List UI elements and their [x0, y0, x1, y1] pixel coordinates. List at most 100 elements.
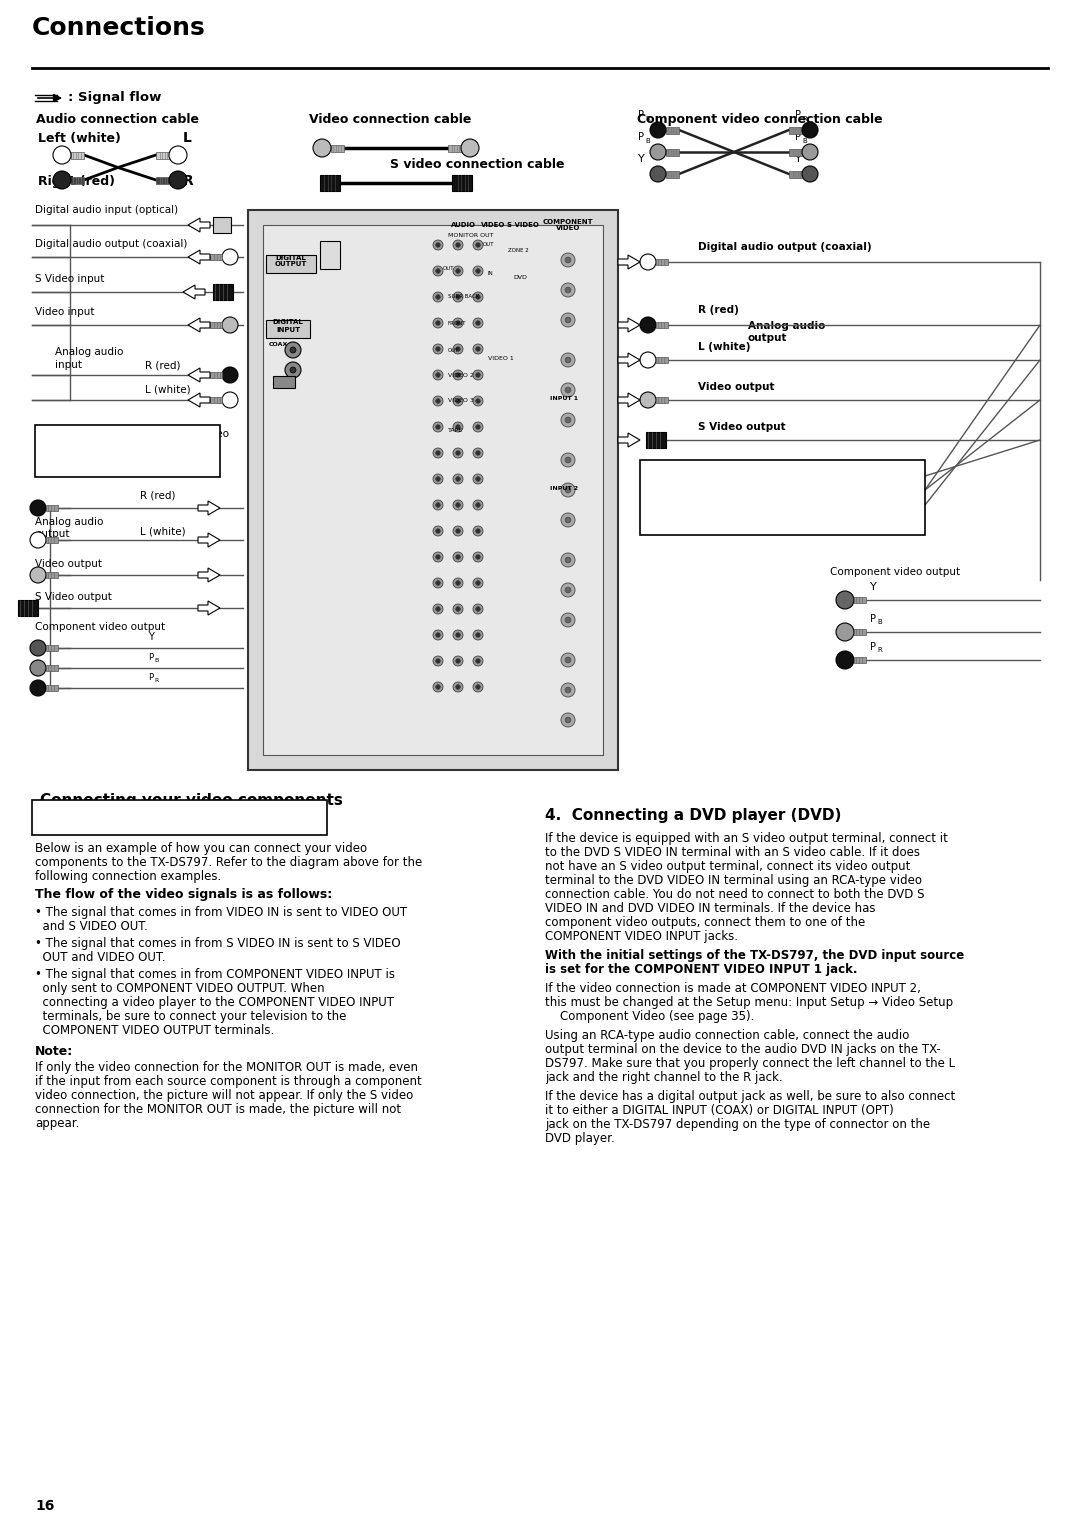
Circle shape — [453, 474, 463, 484]
Text: If the video connection is made at COMPONENT VIDEO INPUT 2,: If the video connection is made at COMPO… — [545, 983, 921, 995]
Circle shape — [433, 292, 443, 303]
Circle shape — [453, 681, 463, 692]
Bar — [656, 358, 669, 364]
Circle shape — [222, 249, 238, 264]
Circle shape — [473, 500, 483, 510]
Text: connection cable. You do not need to connect to both the DVD S: connection cable. You do not need to con… — [545, 888, 924, 902]
Circle shape — [561, 384, 575, 397]
Text: P: P — [148, 652, 153, 662]
Circle shape — [476, 477, 481, 481]
Circle shape — [433, 500, 443, 510]
Circle shape — [435, 685, 441, 689]
Circle shape — [433, 396, 443, 406]
Bar — [656, 322, 669, 329]
Circle shape — [456, 425, 460, 429]
Circle shape — [30, 500, 46, 516]
Circle shape — [453, 266, 463, 277]
Circle shape — [565, 387, 571, 393]
Text: Audio connection cable: Audio connection cable — [37, 113, 200, 125]
Text: 5. DVD recorder, other digital video: 5. DVD recorder, other digital video — [43, 429, 229, 439]
Text: P: P — [795, 110, 801, 121]
Text: INPUT 1: INPUT 1 — [550, 396, 578, 400]
Circle shape — [433, 370, 443, 380]
Circle shape — [433, 681, 443, 692]
Circle shape — [476, 269, 481, 274]
Circle shape — [435, 607, 441, 611]
Circle shape — [53, 171, 71, 189]
Text: OUT: OUT — [483, 241, 495, 248]
Bar — [71, 177, 84, 183]
Circle shape — [473, 396, 483, 406]
Text: 16: 16 — [35, 1499, 54, 1513]
Text: Component video output: Component video output — [35, 622, 165, 633]
Circle shape — [473, 344, 483, 354]
Text: Analog audio: Analog audio — [35, 516, 104, 527]
Text: INPUT 2: INPUT 2 — [550, 486, 578, 490]
Circle shape — [222, 393, 238, 408]
Circle shape — [456, 685, 460, 689]
Bar — [32, 801, 327, 834]
Text: S Video output: S Video output — [35, 591, 112, 602]
Circle shape — [561, 652, 575, 668]
Circle shape — [461, 139, 480, 157]
Circle shape — [565, 617, 571, 623]
Text: Using an RCA-type audio connection cable, connect the audio: Using an RCA-type audio connection cable… — [545, 1028, 909, 1042]
Circle shape — [476, 659, 481, 663]
Text: Component Video (see page 35).: Component Video (see page 35). — [545, 1010, 754, 1024]
Circle shape — [453, 604, 463, 614]
Text: If the device has a digital output jack as well, be sure to also connect: If the device has a digital output jack … — [545, 1089, 955, 1103]
Text: Y: Y — [638, 154, 645, 163]
Bar — [18, 601, 38, 616]
Circle shape — [30, 680, 46, 695]
Circle shape — [435, 555, 441, 559]
Text: The flow of the video signals is as follows:: The flow of the video signals is as foll… — [35, 888, 333, 902]
Circle shape — [473, 292, 483, 303]
Circle shape — [30, 532, 46, 549]
Circle shape — [456, 321, 460, 325]
Polygon shape — [183, 286, 205, 299]
Text: Connecting your video components: Connecting your video components — [40, 793, 342, 808]
Text: MONITOR OUT: MONITOR OUT — [448, 232, 494, 238]
Circle shape — [453, 396, 463, 406]
Text: If only the video connection for the MONITOR OUT is made, even: If only the video connection for the MON… — [35, 1060, 418, 1074]
Circle shape — [473, 681, 483, 692]
Bar — [330, 145, 345, 151]
Circle shape — [453, 526, 463, 536]
Text: DIGITAL
OUTPUT: DIGITAL OUTPUT — [274, 255, 307, 267]
Circle shape — [456, 295, 460, 299]
Circle shape — [640, 393, 656, 408]
Circle shape — [435, 269, 441, 274]
Text: Video input: Video input — [35, 307, 95, 316]
Circle shape — [640, 254, 656, 270]
Circle shape — [435, 295, 441, 299]
Circle shape — [561, 513, 575, 527]
Bar — [46, 645, 58, 651]
Text: S video connection cable: S video connection cable — [390, 157, 565, 171]
Polygon shape — [188, 219, 210, 232]
Circle shape — [473, 370, 483, 380]
Circle shape — [433, 604, 443, 614]
Circle shape — [565, 688, 571, 694]
Circle shape — [836, 591, 854, 610]
Circle shape — [476, 581, 481, 585]
Circle shape — [435, 581, 441, 585]
Circle shape — [476, 399, 481, 403]
Polygon shape — [618, 393, 640, 406]
Circle shape — [435, 451, 441, 455]
Circle shape — [291, 367, 296, 373]
Circle shape — [836, 651, 854, 669]
Text: If the device is equipped with an S video output terminal, connect it: If the device is equipped with an S vide… — [545, 833, 948, 845]
Circle shape — [435, 347, 441, 351]
Circle shape — [168, 171, 187, 189]
Text: Component video output: Component video output — [831, 567, 960, 578]
Polygon shape — [188, 368, 210, 382]
Bar — [210, 397, 222, 403]
Circle shape — [836, 623, 854, 642]
Polygon shape — [618, 318, 640, 332]
Circle shape — [433, 552, 443, 562]
Circle shape — [435, 659, 441, 663]
Circle shape — [565, 487, 571, 494]
Text: terminal to the DVD VIDEO IN terminal using an RCA-type video: terminal to the DVD VIDEO IN terminal us… — [545, 874, 922, 886]
Bar — [453, 176, 472, 191]
Circle shape — [476, 243, 481, 248]
